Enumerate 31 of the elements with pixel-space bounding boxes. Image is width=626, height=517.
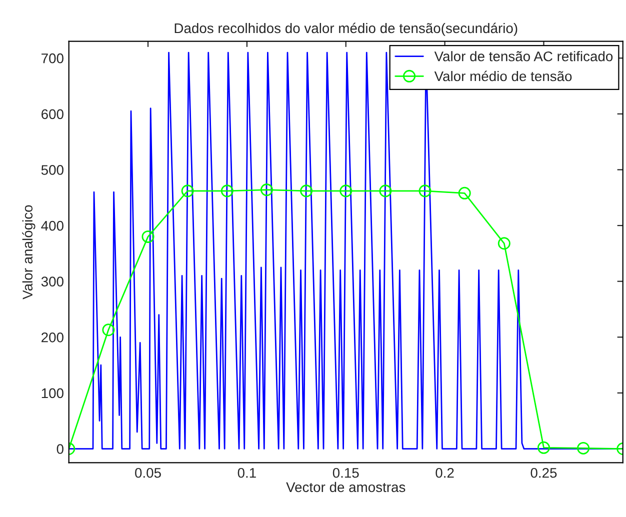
x-tick-label: 0.05 <box>135 468 161 478</box>
point <box>181 184 194 198</box>
y-tick-label: 600 <box>42 109 64 120</box>
point <box>458 186 471 200</box>
x-axis-title: Vector de amostras <box>286 482 406 492</box>
legend-label: Valor médio de tensão <box>434 70 572 82</box>
y-tick-label: 300 <box>41 276 64 287</box>
point <box>537 441 550 454</box>
chart-title: Dados recolhidos do valor médio de tensão(secundário) <box>174 22 518 36</box>
y-axis-title: Valor analógico <box>22 205 36 300</box>
point <box>220 184 234 198</box>
point <box>340 184 352 198</box>
y-tick-label: 400 <box>41 220 64 231</box>
legend-label: Valor de tensão AC retificado <box>434 51 613 62</box>
point <box>142 230 154 243</box>
x-tick-label: 0.25 <box>530 468 557 478</box>
x-tick-label: 0.1 <box>238 468 256 478</box>
y-tick-label: 700 <box>42 53 64 64</box>
x-tick-label: 0.2 <box>436 468 454 478</box>
y-tick-label: 0 <box>56 444 64 454</box>
y-tick-label: 200 <box>42 332 64 342</box>
y-tick-label: 100 <box>42 388 64 398</box>
point <box>418 184 432 198</box>
point <box>102 324 115 336</box>
y-tick-label: 500 <box>41 165 64 175</box>
point <box>300 184 313 198</box>
point <box>260 184 273 196</box>
point <box>498 237 510 250</box>
x-tick-label: 0.15 <box>332 468 359 478</box>
point <box>577 442 590 454</box>
point <box>379 184 392 198</box>
